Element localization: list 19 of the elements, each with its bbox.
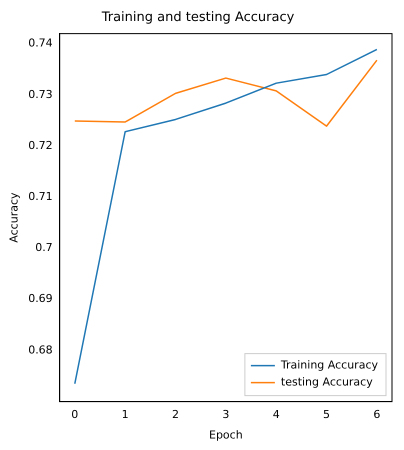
y-tick-label: 0.68 (28, 343, 53, 356)
x-tick-label: 2 (172, 408, 179, 422)
y-tick-label: 0.73 (28, 88, 53, 101)
y-axis-title: Accuracy (7, 192, 20, 243)
x-tick-label: 6 (373, 408, 380, 422)
y-tick-label: 0.7 (35, 241, 53, 254)
y-tick-label: 0.71 (28, 190, 53, 204)
y-tick-label: 0.74 (28, 36, 53, 50)
legend-label: Training Accuracy (280, 358, 378, 372)
x-tick-label: 4 (272, 408, 280, 422)
x-tick-label: 5 (323, 408, 330, 422)
chart-title: Training and testing Accuracy (100, 10, 295, 26)
x-tick-label: 3 (222, 408, 230, 422)
y-tick-label: 0.69 (28, 292, 53, 306)
x-tick-label: 1 (122, 408, 129, 422)
x-axis-title: Epoch (209, 428, 243, 442)
x-tick-label: 0 (71, 408, 78, 422)
legend-label: testing Accuracy (280, 375, 374, 388)
y-tick-label: 0.72 (28, 138, 53, 152)
